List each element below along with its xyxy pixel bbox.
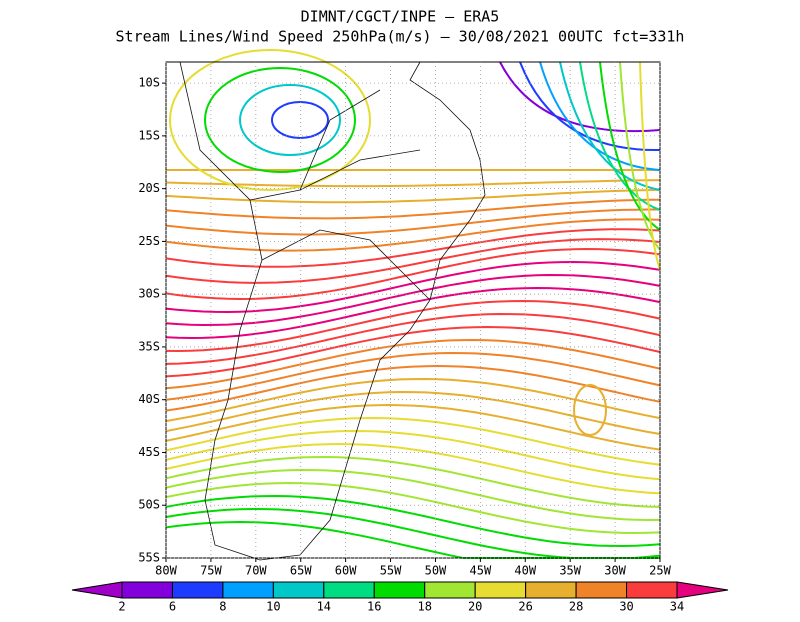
y-tick-label: 55S xyxy=(138,551,160,565)
colorbar-segment xyxy=(272,581,325,599)
streamline xyxy=(165,325,661,378)
y-tick-label: 15S xyxy=(138,128,160,142)
colorbar-label: 30 xyxy=(619,600,633,614)
streamline-vortex xyxy=(169,49,371,191)
streamline xyxy=(165,273,661,327)
streamlines xyxy=(165,49,661,559)
streamline xyxy=(165,208,660,236)
y-tick-label: 10S xyxy=(138,76,160,90)
streamline xyxy=(165,338,661,390)
colorbar-label: 2 xyxy=(118,600,125,614)
streamline xyxy=(165,299,661,353)
streamline xyxy=(165,247,661,301)
streamline xyxy=(165,468,661,522)
y-tick-label: 40S xyxy=(138,392,160,406)
streamline xyxy=(539,61,661,171)
colorbar-label: 18 xyxy=(418,600,432,614)
y-tick-label: 20S xyxy=(138,181,160,195)
colorbar-label: 10 xyxy=(266,600,280,614)
colorbar-label: 16 xyxy=(367,600,381,614)
colorbar-extension xyxy=(676,581,729,599)
subtitle: Stream Lines/Wind Speed 250hPa(m/s) – 30… xyxy=(116,28,685,46)
streamline xyxy=(165,218,661,252)
colorbar-extension xyxy=(71,581,123,599)
colorbar-segment xyxy=(474,581,527,599)
streamline xyxy=(165,377,661,423)
streamline xyxy=(165,286,661,340)
streamline xyxy=(165,351,661,401)
streamline xyxy=(499,61,661,133)
y-tick-label: 35S xyxy=(138,339,160,353)
streamline xyxy=(165,494,661,548)
x-tick-label: 50W xyxy=(425,564,447,578)
y-tick-label: 30S xyxy=(138,287,160,301)
streamline-vortex xyxy=(204,67,356,173)
streamline xyxy=(165,238,661,284)
x-tick-label: 25W xyxy=(649,564,671,578)
colorbar-segment xyxy=(626,581,678,599)
x-tick-label: 75W xyxy=(200,564,222,578)
colorbar-label: 6 xyxy=(169,600,176,614)
streamline xyxy=(559,61,661,191)
colorbar-segment xyxy=(424,581,476,599)
streamline xyxy=(165,455,661,508)
streamline xyxy=(165,520,660,559)
streamline-vortex xyxy=(573,384,607,436)
streamline xyxy=(165,198,661,220)
x-tick-label: 80W xyxy=(155,564,177,578)
streamline xyxy=(165,188,661,204)
streamline xyxy=(579,61,661,211)
streamline-vortex xyxy=(271,101,329,139)
colorbar-segment xyxy=(525,581,577,599)
streamline xyxy=(165,442,661,495)
streamline xyxy=(165,481,661,535)
x-tick-label: 55W xyxy=(380,564,402,578)
x-tick-label: 60W xyxy=(335,564,357,578)
colorbar-segment xyxy=(222,581,274,599)
x-tick-label: 70W xyxy=(245,564,267,578)
streamline xyxy=(165,312,661,365)
x-tick-label: 40W xyxy=(514,564,536,578)
coastline xyxy=(179,61,486,561)
colorbar-segment xyxy=(121,581,173,599)
x-tick-label: 65W xyxy=(290,564,312,578)
colorbar-label: 20 xyxy=(468,600,482,614)
streamline xyxy=(165,390,661,435)
streamline xyxy=(639,61,661,271)
colorbar-label: 8 xyxy=(219,600,226,614)
streamline xyxy=(165,364,661,412)
streamline xyxy=(599,61,661,231)
streamline xyxy=(165,403,661,451)
streamline xyxy=(519,61,661,152)
colorbar-label: 34 xyxy=(670,600,684,614)
colorbar-segment xyxy=(323,581,375,599)
x-tick-label: 45W xyxy=(470,564,492,578)
colorbar-segment xyxy=(373,581,426,599)
title: DIMNT/CGCT/INPE – ERA5 xyxy=(301,8,500,26)
colorbar-label: 14 xyxy=(317,600,331,614)
streamline xyxy=(165,416,661,466)
streamline xyxy=(165,228,661,268)
colorbar-segment xyxy=(171,581,224,599)
y-tick-label: 45S xyxy=(138,445,160,459)
colorbar-label: 28 xyxy=(569,600,583,614)
colorbar-segment xyxy=(575,581,628,599)
border xyxy=(249,89,431,301)
x-tick-label: 30W xyxy=(604,564,626,578)
colorbar-label: 26 xyxy=(518,600,532,614)
streamline xyxy=(165,179,661,188)
streamline xyxy=(165,429,661,481)
y-tick-label: 50S xyxy=(138,498,160,512)
y-tick-label: 25S xyxy=(138,234,160,248)
x-tick-label: 35W xyxy=(559,564,581,578)
streamline-vortex xyxy=(239,84,341,156)
